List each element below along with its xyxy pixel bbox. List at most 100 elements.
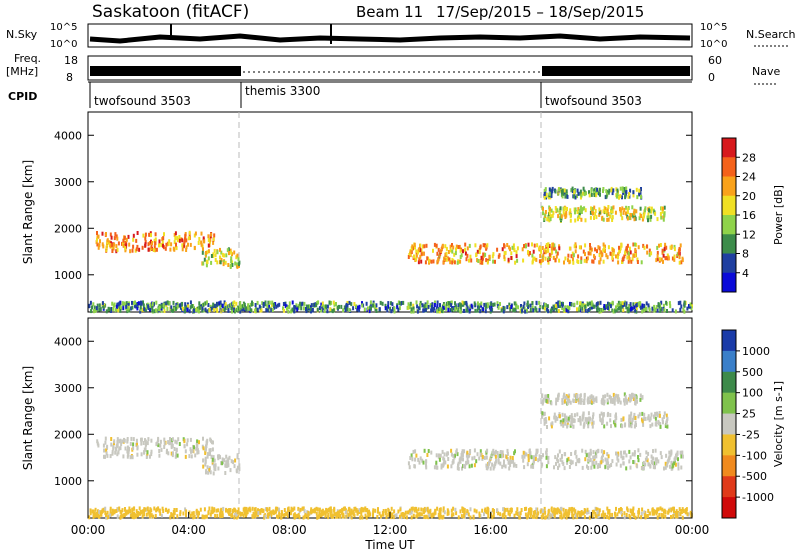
scatter-point — [178, 235, 181, 239]
scatter-point — [653, 461, 656, 466]
scatter-point — [581, 448, 584, 453]
scatter-point — [217, 466, 220, 471]
scatter-point — [381, 301, 384, 306]
scatter-point — [542, 253, 545, 258]
scatter-point — [557, 508, 559, 513]
scatter-point — [317, 300, 320, 305]
scatter-point — [539, 254, 542, 258]
scatter-point — [513, 301, 516, 306]
scatter-point — [598, 260, 601, 265]
scatter-point — [494, 454, 497, 459]
scatter-point — [202, 515, 205, 519]
scatter-point — [450, 452, 453, 457]
scatter-point — [175, 306, 177, 311]
scatter-point — [508, 466, 511, 471]
scatter-point — [503, 509, 506, 514]
scatter-point — [648, 252, 651, 257]
scatter-point — [126, 445, 129, 450]
scatter-point — [97, 245, 100, 250]
scatter-point — [625, 453, 628, 458]
scatter-point — [359, 515, 362, 520]
scatter-point — [195, 446, 198, 451]
scatter-point — [640, 511, 643, 516]
scatter-point — [422, 308, 425, 313]
scatter-point — [550, 214, 553, 219]
scatter-point — [243, 511, 246, 516]
scatter-point — [501, 514, 504, 519]
scatter-point — [571, 189, 574, 194]
scatter-point — [494, 449, 497, 454]
scatter-point — [484, 244, 487, 249]
scatter-point — [209, 470, 212, 475]
scatter-point — [586, 510, 588, 515]
scatter-point — [253, 512, 256, 517]
scatter-point — [419, 254, 422, 259]
beam-label: Beam 11 — [356, 3, 423, 21]
scatter-point — [390, 506, 393, 511]
scatter-point — [544, 510, 547, 515]
scatter-point — [216, 260, 219, 265]
scatter-point — [673, 244, 676, 249]
scatter-point — [160, 513, 163, 518]
scatter-point — [462, 302, 465, 307]
scatter-point — [559, 514, 562, 519]
colorbar-segment — [722, 195, 736, 216]
scatter-point — [282, 513, 285, 518]
scatter-point — [595, 396, 598, 401]
scatter-point — [376, 509, 379, 514]
scatter-point — [119, 304, 122, 309]
scatter-point — [559, 507, 562, 511]
scatter-point — [573, 507, 576, 512]
scatter-point — [626, 255, 629, 260]
scatter-point — [266, 507, 268, 512]
scatter-point — [145, 512, 148, 517]
scatter-point — [525, 506, 528, 511]
scatter-point — [538, 457, 541, 461]
colorbar-tick-label: 100 — [742, 387, 763, 400]
scatter-point — [553, 510, 556, 515]
scatter-point — [148, 514, 151, 519]
scatter-point — [565, 213, 568, 218]
scatter-point — [648, 418, 651, 423]
scatter-point — [102, 443, 105, 448]
scatter-point — [224, 260, 227, 265]
scatter-point — [620, 510, 623, 515]
scatter-point — [400, 515, 403, 520]
scatter-point — [267, 300, 270, 305]
scatter-point — [544, 250, 547, 255]
scatter-point — [609, 418, 612, 423]
scatter-point — [409, 508, 411, 513]
scatter-point — [570, 452, 573, 456]
scatter-point — [343, 305, 346, 310]
scatter-point — [450, 513, 453, 518]
scatter-point — [466, 457, 469, 462]
scatter-point — [604, 457, 607, 462]
scatter-point — [320, 302, 323, 307]
scatter-point — [121, 301, 124, 306]
scatter-point — [492, 252, 495, 257]
scatter-point — [556, 251, 559, 256]
scatter-point — [369, 305, 372, 310]
scatter-point — [192, 306, 195, 311]
scatter-point — [398, 306, 401, 311]
scatter-point — [581, 207, 584, 212]
scatter-point — [130, 513, 133, 518]
scatter-point — [593, 205, 596, 210]
scatter-point — [341, 510, 343, 515]
scatter-point — [185, 509, 188, 514]
scatter-point — [561, 400, 564, 405]
scatter-point — [623, 392, 626, 397]
scatter-point — [196, 448, 199, 453]
scatter-point — [326, 309, 329, 314]
scatter-point — [636, 464, 639, 469]
scatter-point — [478, 456, 481, 461]
scatter-point — [473, 448, 476, 453]
scatter-point — [681, 507, 684, 512]
scatter-point — [602, 413, 605, 418]
scatter-point — [346, 307, 349, 311]
scatter-point — [532, 308, 535, 313]
scatter-point — [462, 457, 464, 462]
scatter-point — [641, 395, 644, 400]
scatter-point — [211, 506, 214, 511]
scatter-point — [436, 300, 439, 305]
